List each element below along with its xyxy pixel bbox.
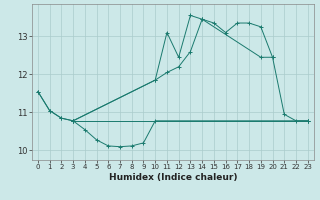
X-axis label: Humidex (Indice chaleur): Humidex (Indice chaleur) (108, 173, 237, 182)
